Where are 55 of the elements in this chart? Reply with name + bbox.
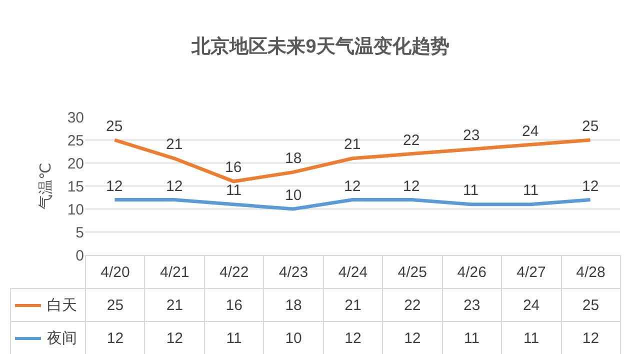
data-label: 16 (204, 288, 264, 322)
annotation: 11 (523, 182, 539, 199)
data-label: 24 (502, 288, 561, 322)
annotation: 12 (582, 178, 599, 195)
x-tick-label: 4/28 (561, 256, 620, 288)
data-label: 12 (86, 322, 145, 354)
x-tick-label: 4/22 (204, 256, 264, 288)
data-label: 11 (442, 322, 502, 354)
data-label: 21 (144, 288, 204, 322)
annotation: 25 (106, 118, 123, 135)
y-tick-label: 5 (76, 224, 84, 242)
annotation: 16 (225, 159, 242, 176)
data-label: 18 (264, 288, 324, 322)
y-tick-label: 20 (67, 155, 84, 172)
data-label: 25 (561, 288, 620, 322)
annotation: 12 (344, 178, 361, 195)
y-tick-label: 0 (76, 247, 84, 264)
annotation: 11 (226, 182, 242, 199)
annotation: 12 (403, 178, 420, 195)
data-label: 23 (442, 288, 502, 322)
legend-label: 夜间 (47, 330, 77, 346)
data-label: 22 (382, 288, 442, 322)
x-tick-label: 4/24 (323, 256, 383, 288)
chart-title: 北京地区未来9天气温变化趋势 (190, 36, 450, 58)
x-tick-label: 4/26 (442, 256, 502, 288)
y-tick-label: 25 (67, 132, 84, 150)
x-tick-label: 4/21 (144, 256, 204, 288)
annotation: 10 (285, 187, 302, 204)
data-label: 10 (264, 322, 324, 354)
data-label: 12 (144, 322, 204, 354)
data-label: 21 (323, 288, 383, 322)
annotation: 22 (403, 132, 420, 149)
data-label: 11 (502, 322, 561, 354)
x-tick-label: 4/27 (502, 256, 561, 288)
legend-label: 白天 (47, 296, 77, 314)
annotation: 21 (166, 136, 183, 153)
y-tick-label: 10 (67, 201, 84, 218)
annotation: 12 (166, 178, 183, 195)
x-tick-label: 4/20 (86, 256, 145, 288)
annotation: 21 (344, 136, 361, 153)
annotation: 24 (522, 123, 539, 140)
data-label: 12 (323, 322, 383, 354)
annotation: 25 (582, 118, 599, 135)
annotation: 23 (463, 127, 480, 144)
y-axis-title: 气温℃ (38, 162, 55, 210)
data-label: 11 (204, 322, 264, 354)
data-label: 12 (382, 322, 442, 354)
annotation: 12 (106, 178, 123, 195)
x-tick-label: 4/23 (264, 256, 324, 288)
data-label: 12 (561, 322, 620, 354)
annotation: 11 (463, 182, 479, 199)
y-tick-label: 15 (67, 178, 84, 196)
annotation: 18 (285, 150, 302, 167)
y-tick-label: 30 (67, 109, 84, 126)
x-tick-label: 4/25 (382, 256, 442, 288)
